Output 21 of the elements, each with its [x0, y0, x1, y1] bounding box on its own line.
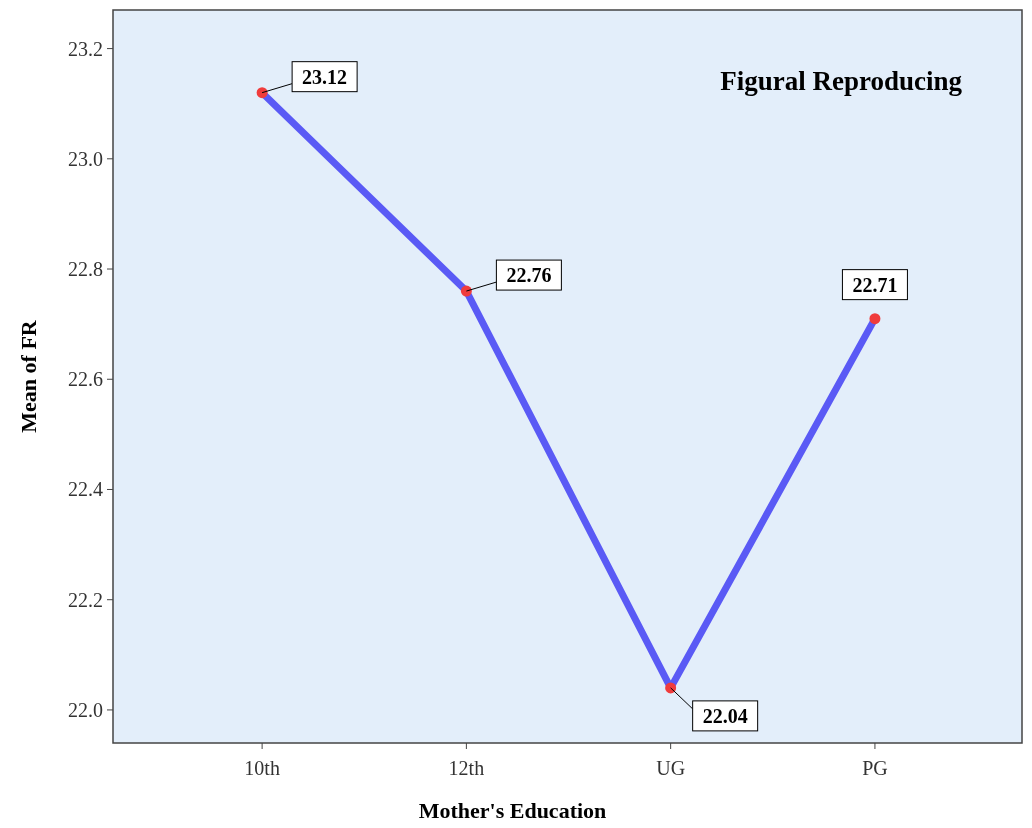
point: [256, 87, 268, 99]
x-tick-label: 10th: [244, 757, 280, 779]
x-tick-label: UG: [656, 757, 686, 779]
x-tick-label: 12th: [448, 757, 485, 779]
text: Figural Reproducing: [720, 66, 963, 96]
x-tick-label: PG: [862, 757, 888, 779]
y-tick-label: 22.2: [68, 588, 103, 611]
y-tick-label: 22.6: [68, 368, 103, 391]
data-label: 22.04: [702, 704, 748, 727]
y-tick-label: 22.8: [68, 258, 103, 281]
y-tick-label: 23.0: [68, 147, 103, 170]
y-tick-label: 22.4: [68, 478, 103, 501]
x-axis-title: Mother's Education: [418, 798, 607, 823]
point: [869, 313, 881, 325]
point: [665, 682, 677, 694]
y-tick-label: 23.2: [68, 37, 103, 60]
data-label: 22.76: [506, 264, 552, 287]
data-label: 23.12: [302, 65, 348, 88]
data-label: 22.71: [852, 273, 898, 296]
y-tick-label: 22.0: [68, 698, 103, 721]
y-axis-title: Mean of FR: [16, 319, 41, 433]
